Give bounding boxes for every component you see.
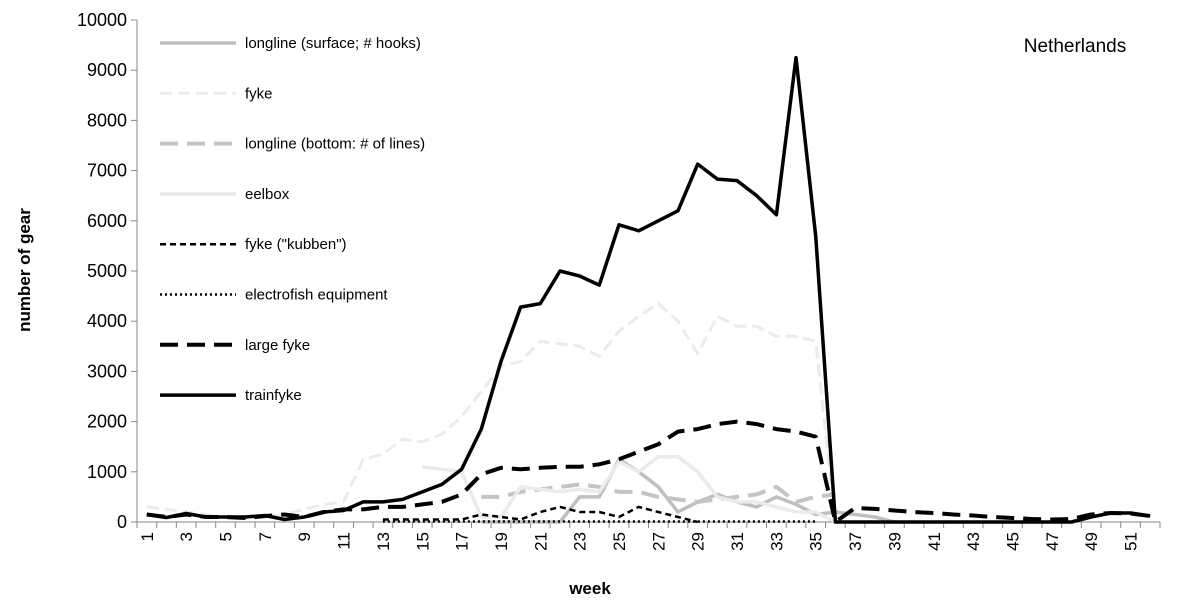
legend-label: eelbox xyxy=(245,186,290,203)
x-tick-label: 31 xyxy=(728,532,747,551)
x-tick-label: 1 xyxy=(138,532,157,541)
series-line xyxy=(146,55,1151,524)
y-tick-label: 1000 xyxy=(87,462,127,482)
x-tick-label: 39 xyxy=(885,532,904,551)
x-tick-label: 11 xyxy=(335,532,354,550)
legend-label: longline (surface; # hooks) xyxy=(245,35,421,52)
y-tick-label: 8000 xyxy=(87,110,127,130)
x-tick-label: 35 xyxy=(807,532,826,551)
x-tick-label: 5 xyxy=(217,532,236,541)
y-tick-label: 7000 xyxy=(87,161,127,181)
y-tick-label: 6000 xyxy=(87,211,127,231)
x-tick-label: 49 xyxy=(1082,532,1101,551)
x-tick-label: 15 xyxy=(413,532,432,551)
x-tick-label: 9 xyxy=(295,532,314,541)
series-line xyxy=(382,505,699,524)
legend-label: large fyke xyxy=(245,337,310,354)
y-tick-label: 3000 xyxy=(87,361,127,381)
y-axis-title: number of gear xyxy=(15,208,34,332)
legend-label: electrofish equipment xyxy=(245,287,388,304)
series-line xyxy=(481,457,895,524)
x-tick-label: 45 xyxy=(1003,532,1022,551)
y-tick-label: 4000 xyxy=(87,311,127,331)
y-tick-label: 2000 xyxy=(87,412,127,432)
x-tick-label: 51 xyxy=(1121,532,1140,551)
x-tick-label: 33 xyxy=(767,532,786,551)
y-tick-label: 9000 xyxy=(87,60,127,80)
series-line xyxy=(146,419,1151,524)
x-tick-label: 7 xyxy=(256,532,275,541)
x-tick-label: 37 xyxy=(846,532,865,551)
x-tick-label: 25 xyxy=(610,532,629,551)
x-tick-label: 19 xyxy=(492,532,511,551)
x-tick-label: 3 xyxy=(177,532,196,541)
x-tick-label: 21 xyxy=(531,532,550,551)
x-tick-label: 13 xyxy=(374,532,393,551)
legend-label: trainfyke xyxy=(245,387,302,404)
legend-label: fyke xyxy=(245,85,273,102)
legend-label: longline (bottom: # of lines) xyxy=(245,136,425,153)
x-tick-label: 43 xyxy=(964,532,983,551)
y-tick-label: 0 xyxy=(117,512,127,532)
series-line xyxy=(422,454,837,524)
x-axis-title: week xyxy=(568,579,611,598)
annotation: Netherlands xyxy=(1024,36,1126,57)
legend-label: fyke ("kubben") xyxy=(245,236,347,253)
x-tick-label: 29 xyxy=(689,532,708,551)
y-tick-label: 10000 xyxy=(77,10,127,30)
y-tick-label: 5000 xyxy=(87,261,127,281)
x-tick-label: 47 xyxy=(1043,532,1062,551)
x-tick-label: 41 xyxy=(925,532,944,551)
x-tick-label: 27 xyxy=(649,532,668,551)
x-tick-label: 23 xyxy=(571,532,590,551)
x-tick-label: 17 xyxy=(453,532,472,551)
